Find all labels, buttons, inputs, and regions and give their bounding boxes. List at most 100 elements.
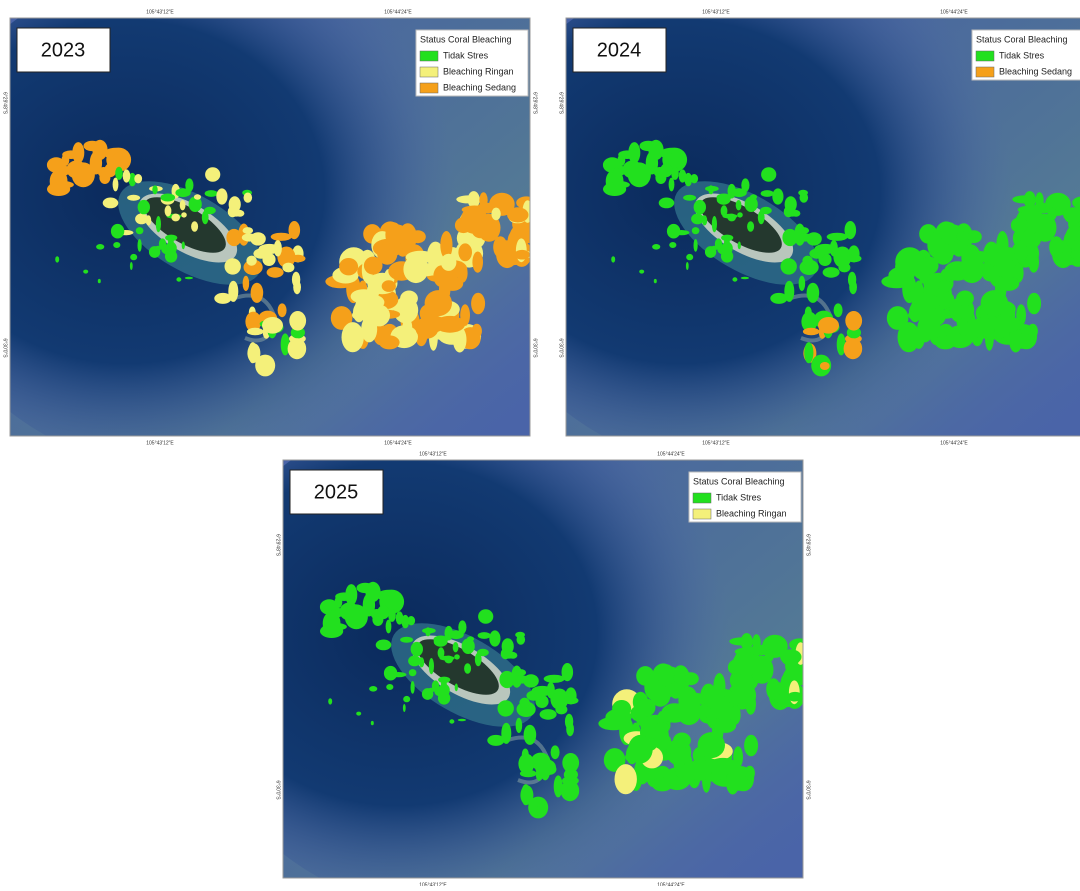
reef-patch [156,216,161,232]
reef-patch [688,759,711,781]
reef-patch [772,188,783,204]
reef-patch [251,283,264,303]
reef-patch [181,212,187,217]
reef-patch [165,235,177,241]
reef-patch [516,718,523,733]
coord-label: 105°43'12"E [702,440,730,446]
reef-patch [264,362,274,370]
reef-patch [369,686,377,692]
reef-patch [844,338,863,359]
reef-patch [134,174,142,183]
reef-patch [537,804,547,812]
reef-patch [820,362,830,370]
reef-patch [764,650,773,663]
reef-patch [166,242,177,255]
coord-label: 105°44'24"E [657,882,685,886]
reef-patch [1027,293,1041,315]
reef-patch [471,293,485,315]
coord-label: 105°44'24"E [657,451,685,457]
reef-patch [722,242,733,255]
reef-patch [185,178,193,192]
reef-patch [400,291,418,307]
reef-patch [216,188,227,204]
reef-patch [123,169,131,182]
legend-label: Bleaching Sedang [999,66,1072,76]
reef-patch [938,280,952,292]
legend-label: Bleaching Ringan [716,508,787,518]
reef-patch [673,733,691,749]
reef-patch [113,242,120,248]
reef-patch [659,198,675,209]
reef-patch [898,322,920,352]
reef-patch [438,647,445,658]
reef-patch [103,198,119,209]
reef-patch [818,317,839,334]
reef-patch [127,195,140,201]
reef-patch [611,256,615,262]
reef-patch [766,678,780,700]
reef-patch [667,224,680,239]
reef-patch [458,719,466,722]
reef-patch [408,656,421,667]
reef-patch [564,697,579,705]
coord-label: 6°29'48"S [805,534,811,557]
year-label: 2023 [41,39,86,61]
reef-patch [838,263,850,273]
reef-patch [712,216,717,232]
coord-label: 6°29'48"S [275,534,281,557]
reef-patch [376,640,392,651]
reef-patch [429,658,434,674]
reef-patch [760,207,772,214]
reef-patch [176,277,181,281]
reef-patch [804,342,813,363]
reef-patch [467,636,474,641]
reef-patch [669,178,675,192]
reef-patch [803,328,820,336]
reef-patch [814,244,836,254]
reef-patch [478,632,491,639]
reef-patch [618,150,636,159]
reef-patch [438,677,450,683]
reef-patch [246,256,256,266]
reef-patch [243,227,254,234]
reef-patch [152,185,157,194]
reef-patch [228,281,238,302]
reef-patch [521,784,530,805]
reef-patch [727,214,736,222]
reef-patch [524,725,537,745]
coord-label: 6°29'48"S [2,92,8,115]
reef-patch [409,669,417,676]
legend-swatch [693,509,711,519]
reef-patch [407,616,415,625]
reef-patch [717,194,732,202]
reef-patch [958,318,968,336]
reef-patch [1028,252,1039,273]
reef-patch [911,293,936,322]
reef-patch [650,685,670,707]
reef-patch [248,342,257,363]
reef-patch [514,250,530,260]
reef-patch [1012,195,1035,203]
reef-patch [781,258,797,274]
reef-patch [104,163,116,177]
reef-patch [454,654,460,659]
coord-label: 6°30'0"S [805,780,811,800]
reef-patch [345,604,368,629]
reef-patch [956,232,970,242]
reef-patch [453,642,459,652]
reef-patch [396,611,404,624]
reef-patch [400,232,414,242]
reef-patch [371,721,374,725]
reef-patch [708,185,713,194]
reef-patch [92,140,107,160]
reef-patch [489,630,500,646]
reef-patch [243,276,250,291]
reef-patch [800,193,809,203]
reef-patch [799,227,810,234]
coord-label: 6°30'0"S [558,338,564,358]
reef-patch [520,770,537,778]
reef-patch [956,291,974,307]
reef-patch [517,635,526,645]
reef-patch [721,235,733,241]
reef-patch [57,167,65,188]
